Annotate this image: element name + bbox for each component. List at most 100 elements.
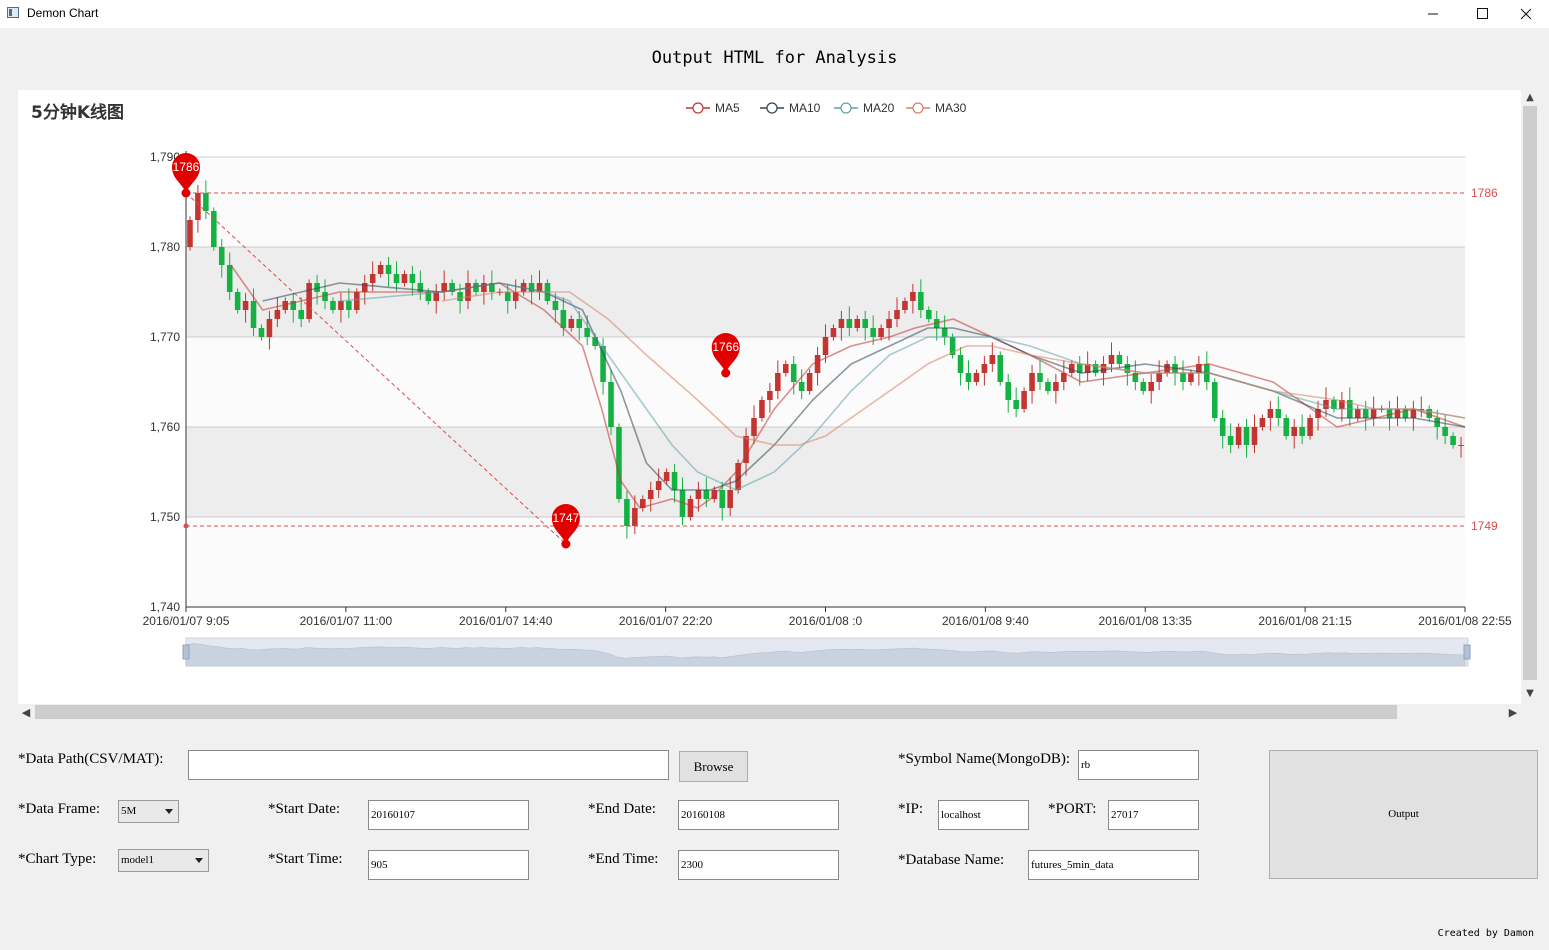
x-tick-label: 2016/01/08 13:35: [1099, 614, 1193, 628]
vertical-scroll-thumb[interactable]: [1523, 106, 1537, 680]
candle-body: [568, 319, 575, 328]
ip-input[interactable]: localhost: [938, 800, 1029, 830]
candle-body: [234, 292, 241, 310]
candle-body: [203, 193, 209, 211]
end-time-label: *End Time:: [588, 851, 659, 867]
candle-body: [473, 283, 479, 292]
candle-body: [1100, 364, 1107, 373]
candle-body: [1084, 364, 1091, 373]
start-date-input[interactable]: 20160107: [368, 800, 529, 830]
candle-body: [1068, 364, 1075, 373]
window-titlebar: Demon Chart: [0, 0, 1549, 28]
x-tick-label: 2016/01/07 9:05: [143, 614, 230, 628]
close-button[interactable]: [1503, 0, 1549, 28]
database-name-input[interactable]: futures_5min_data: [1028, 850, 1199, 880]
port-input[interactable]: 27017: [1108, 800, 1199, 830]
candle-body: [1291, 427, 1297, 436]
candle-body: [822, 337, 829, 355]
chart-type-select[interactable]: model1: [118, 849, 209, 872]
end-date-label: *End Date:: [588, 801, 656, 817]
end-date-input[interactable]: 20160108: [678, 800, 839, 830]
minimize-button[interactable]: [1410, 0, 1456, 28]
symbol-name-input[interactable]: rb: [1078, 750, 1199, 780]
candle-body: [775, 373, 781, 391]
candle-body: [242, 301, 249, 310]
candle-body: [1092, 364, 1099, 373]
candle-body: [806, 373, 813, 391]
start-time-input[interactable]: 905: [368, 850, 529, 880]
candle-body: [1124, 364, 1131, 373]
candle-body: [632, 508, 638, 526]
credit-text: Created by Damon: [1437, 928, 1534, 939]
y-tick-label: 1,770: [150, 330, 180, 344]
data-path-input[interactable]: [188, 750, 669, 780]
output-button[interactable]: Output: [1269, 750, 1538, 879]
mark-point-pin: [172, 153, 200, 193]
x-tick-label: 2016/01/08 :0: [789, 614, 863, 628]
candle-body: [298, 310, 304, 319]
x-tick-label: 2016/01/08 22:55: [1418, 614, 1512, 628]
candle-body: [854, 319, 861, 328]
candle-body: [330, 301, 336, 310]
candle-body: [346, 301, 352, 310]
y-tick-label: 1,790: [150, 150, 180, 164]
scroll-right-icon[interactable]: ▶: [1508, 706, 1518, 719]
candle-body: [862, 319, 869, 328]
database-name-label: *Database Name:: [898, 852, 1005, 868]
zoom-slider-preview: [185, 643, 1466, 667]
chart-panel[interactable]: 5分钟K线图 1,740 1,750 1,760 1,770 1,780 1,790 2016…: [18, 90, 1521, 704]
candle-body: [910, 292, 916, 301]
candle-body: [258, 328, 265, 337]
candle-body: [925, 310, 932, 319]
candle-body: [552, 301, 559, 310]
candle-body: [1275, 409, 1282, 418]
mark-point-dot: [721, 368, 731, 378]
candle-body: [949, 337, 956, 355]
candle-body: [1418, 409, 1425, 410]
scroll-up-icon[interactable]: ▲: [1526, 92, 1534, 103]
vertical-scrollbar[interactable]: ▲ ▼: [1521, 90, 1539, 704]
candle-body: [449, 283, 455, 292]
candle-body: [695, 490, 702, 499]
candle-body: [1339, 400, 1345, 409]
candle-body: [226, 265, 233, 292]
candle-body: [512, 292, 519, 301]
legend-marker: [840, 102, 852, 114]
ip-label: *IP:: [898, 801, 924, 817]
candle-body: [989, 355, 996, 364]
legend-marker: [692, 102, 704, 114]
x-tick-label: 2016/01/08 21:15: [1258, 614, 1352, 628]
candle-body: [965, 373, 972, 382]
mark-point: 1786: [172, 153, 200, 198]
chart-title: 5分钟K线图: [31, 102, 124, 123]
candle-body: [886, 319, 892, 328]
mark-point-dot: [561, 539, 571, 549]
candle-body: [1076, 364, 1083, 373]
mark-point: 1747: [551, 504, 580, 549]
horizontal-scrollbar[interactable]: ◀ ▶: [18, 704, 1521, 721]
candle-body: [481, 283, 487, 292]
scroll-down-icon[interactable]: ▼: [1526, 688, 1534, 699]
candle-body: [790, 364, 797, 382]
candle-body: [616, 427, 622, 499]
chart-type-value: model1: [121, 854, 154, 866]
candle-body: [798, 382, 805, 391]
candle-body: [1045, 382, 1051, 391]
data-frame-select[interactable]: 5M: [118, 800, 179, 823]
candle-body: [735, 463, 741, 490]
grid-band: [186, 427, 1465, 517]
candle-body: [417, 283, 424, 292]
horizontal-scroll-thumb[interactable]: [35, 705, 1397, 719]
maximize-button[interactable]: [1459, 0, 1505, 28]
candle-body: [377, 265, 384, 274]
candle-body: [1251, 427, 1258, 445]
candle-body: [338, 301, 344, 310]
legend-label: MA30: [935, 101, 967, 115]
scroll-left-icon[interactable]: ◀: [21, 706, 31, 719]
mark-point: 1766: [711, 333, 740, 378]
candlestick-chart[interactable]: 5分钟K线图 1,740 1,750 1,760 1,770 1,780 1,790 2016…: [18, 90, 1521, 704]
candle-body: [218, 247, 225, 265]
candle-body: [671, 472, 678, 490]
end-time-input[interactable]: 2300: [678, 850, 839, 880]
browse-button[interactable]: Browse: [679, 751, 748, 782]
